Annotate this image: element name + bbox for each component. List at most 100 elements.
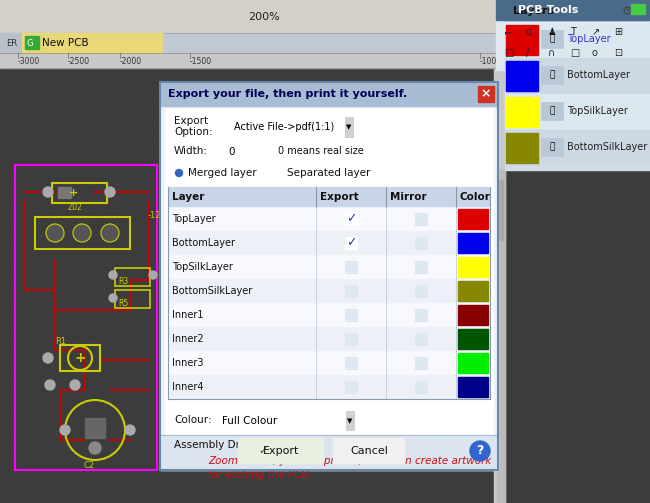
Bar	[168, 279, 490, 303]
Text: -12: -12	[148, 210, 161, 219]
Text: Merged layer: Merged layer	[188, 168, 257, 178]
Text: +: +	[74, 351, 86, 365]
Text: Layers: Layers	[513, 6, 554, 16]
Bar	[228, 117, 353, 137]
Text: ∩: ∩	[548, 48, 555, 58]
Circle shape	[45, 380, 55, 390]
Text: ER: ER	[6, 39, 17, 47]
Circle shape	[70, 380, 80, 390]
Text: Cancel: Cancel	[350, 446, 388, 456]
Bar	[415, 261, 427, 273]
Bar	[168, 351, 490, 375]
Bar	[415, 333, 427, 345]
Bar	[497, 170, 505, 503]
Text: Layer: Layer	[172, 192, 204, 202]
Circle shape	[43, 187, 53, 197]
Bar	[496, 0, 649, 20]
Bar	[345, 381, 357, 393]
Text: 0 means real size: 0 means real size	[278, 146, 364, 156]
Text: Colour:: Colour:	[174, 415, 212, 425]
Text: PCB Tools: PCB Tools	[518, 5, 578, 15]
Bar	[458, 281, 488, 301]
Bar	[345, 261, 357, 273]
Bar	[220, 143, 272, 160]
Bar	[631, 4, 645, 14]
Text: /: /	[526, 48, 529, 58]
Text: o: o	[592, 48, 598, 58]
Text: New PCB: New PCB	[42, 38, 88, 48]
Bar	[286, 439, 299, 452]
Text: R5: R5	[118, 299, 128, 308]
Text: ✓: ✓	[258, 446, 267, 456]
Bar	[22, 33, 162, 53]
Bar	[15, 165, 157, 470]
Text: Export: Export	[320, 192, 359, 202]
Text: ✓: ✓	[346, 212, 356, 225]
Bar	[168, 255, 490, 279]
Bar	[505, 130, 650, 166]
Bar	[496, 0, 649, 70]
Bar	[506, 61, 538, 91]
Text: ⌐: ⌐	[504, 27, 512, 37]
Text: o: o	[526, 27, 532, 37]
Bar	[415, 237, 427, 249]
Text: Inner3: Inner3	[172, 358, 203, 368]
Circle shape	[109, 271, 117, 279]
Text: Export your file, then print it yourself.: Export your file, then print it yourself…	[168, 89, 408, 99]
Text: 👁: 👁	[549, 70, 554, 79]
Bar	[415, 285, 427, 297]
Text: -1500: -1500	[190, 56, 212, 65]
Text: 👁: 👁	[549, 107, 554, 116]
Bar	[458, 305, 488, 325]
Bar	[0, 33, 22, 53]
Bar	[115, 290, 150, 308]
Bar	[415, 381, 427, 393]
Bar	[0, 53, 505, 68]
Bar	[458, 377, 488, 397]
Bar	[415, 309, 427, 321]
Bar	[478, 86, 494, 102]
Bar	[345, 357, 357, 369]
Bar	[345, 237, 357, 249]
Text: Inner2: Inner2	[172, 334, 203, 344]
Bar	[458, 329, 488, 349]
Bar	[345, 213, 357, 225]
Bar	[160, 82, 498, 470]
FancyBboxPatch shape	[239, 439, 324, 463]
Bar	[458, 257, 488, 277]
Circle shape	[176, 170, 183, 177]
Text: ▼: ▼	[347, 418, 353, 424]
Text: ✓: ✓	[346, 236, 356, 249]
Text: Export: Export	[263, 446, 299, 456]
Bar	[458, 233, 488, 253]
Bar	[165, 108, 493, 438]
Text: Inner1: Inner1	[172, 310, 203, 320]
Text: -2500: -2500	[68, 56, 90, 65]
Text: TopLayer: TopLayer	[172, 214, 216, 224]
Bar	[541, 138, 563, 156]
Bar	[541, 102, 563, 120]
FancyBboxPatch shape	[333, 439, 404, 463]
Text: BottomLayer: BottomLayer	[172, 238, 235, 248]
Text: T: T	[570, 27, 576, 37]
Text: ×: ×	[481, 88, 491, 101]
Text: Assembly Drawings:: Assembly Drawings:	[174, 440, 280, 450]
Circle shape	[89, 442, 101, 454]
Text: ▼: ▼	[346, 124, 352, 130]
Bar	[458, 209, 488, 229]
Bar	[160, 435, 498, 470]
Text: ?: ?	[476, 445, 484, 458]
Bar	[346, 411, 354, 430]
Bar	[506, 97, 538, 127]
Circle shape	[272, 167, 283, 179]
Text: Option:: Option:	[174, 127, 213, 137]
Bar	[541, 66, 563, 84]
Text: Width:: Width:	[174, 146, 208, 156]
Text: 200%: 200%	[248, 12, 280, 22]
Text: R3: R3	[118, 278, 128, 287]
Text: □: □	[570, 48, 579, 58]
Bar	[214, 411, 354, 430]
Bar	[0, 0, 650, 33]
Circle shape	[43, 353, 53, 363]
Bar	[52, 183, 107, 203]
